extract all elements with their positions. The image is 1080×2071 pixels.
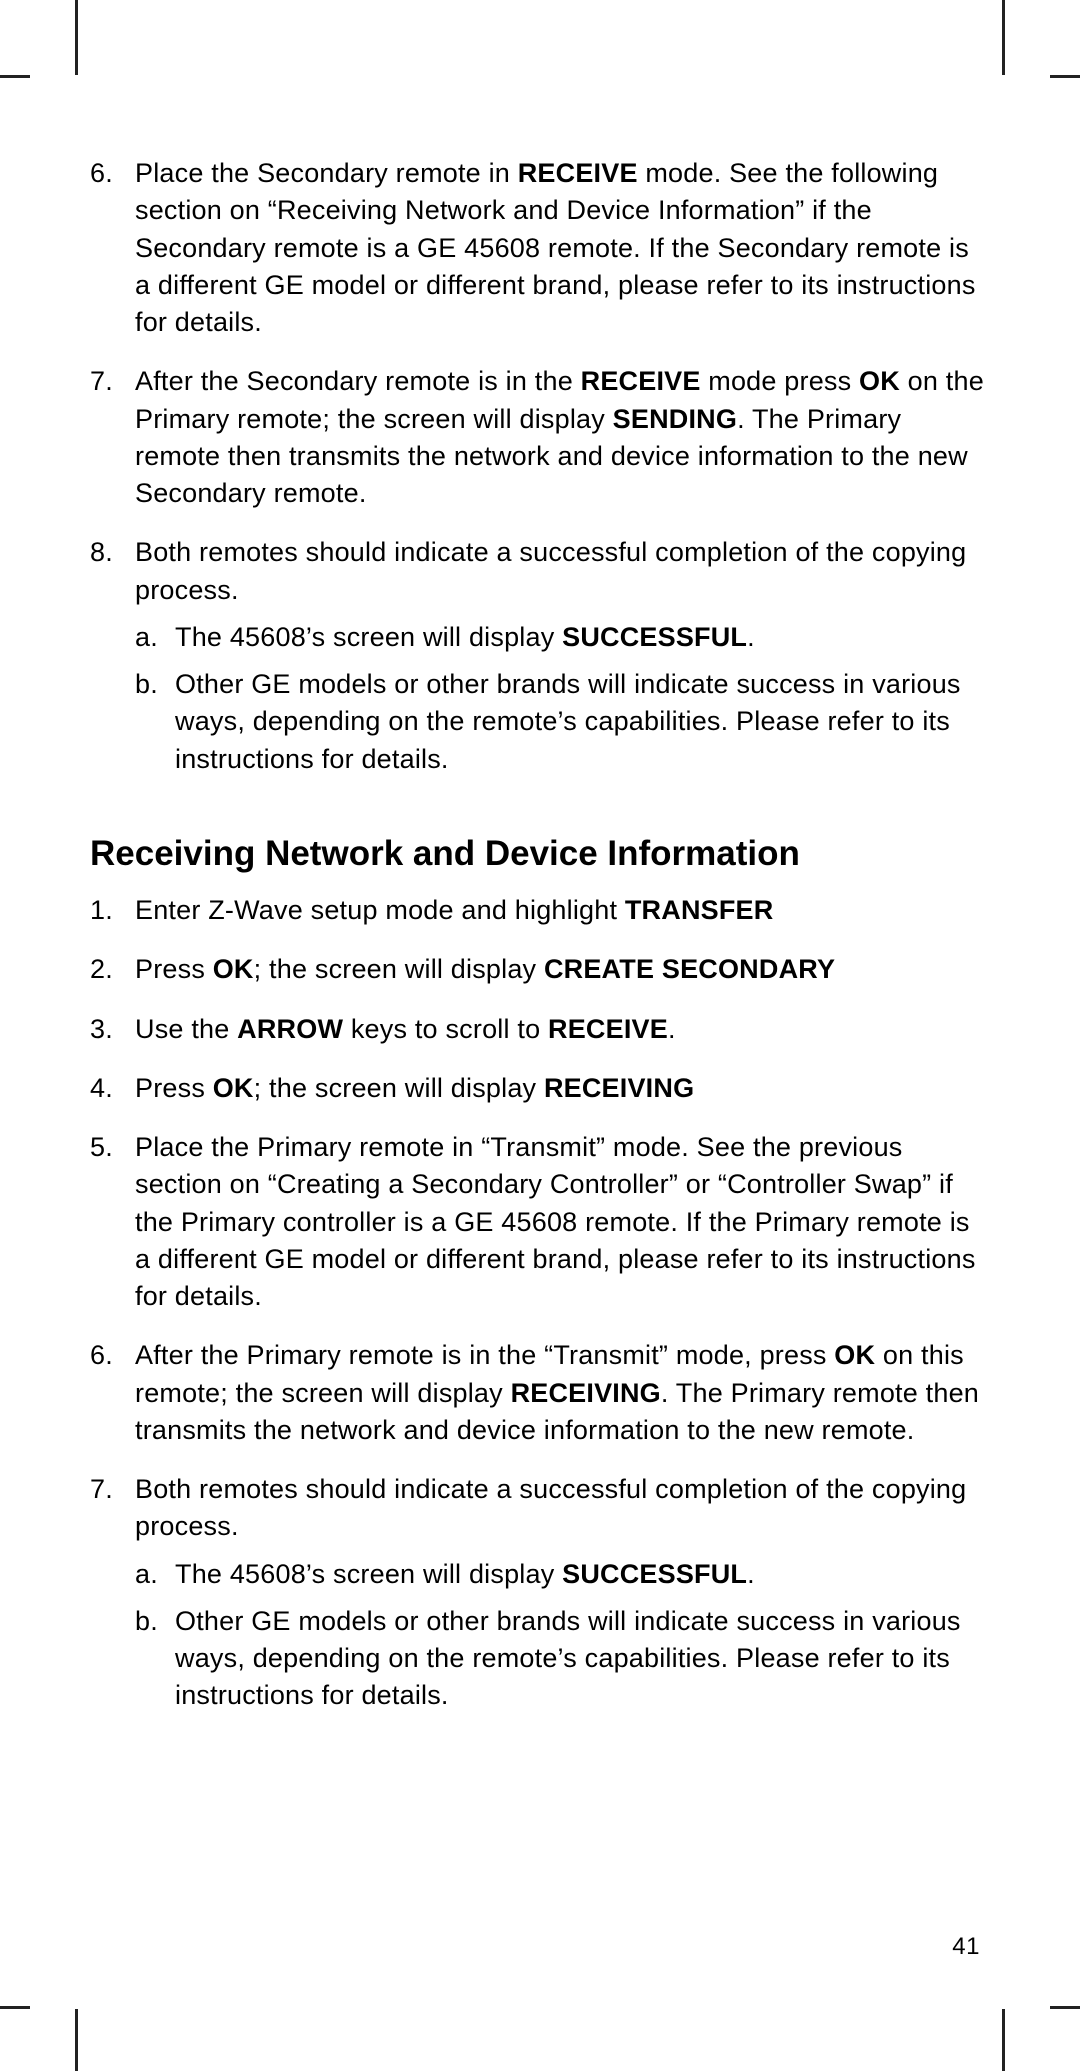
crop-mark [0,2006,30,2009]
list-body: After the Primary remote is in the “Tran… [135,1337,990,1449]
list-item: 7.After the Secondary remote is in the R… [90,363,990,512]
list-body: Place the Secondary remote in RECEIVE mo… [135,155,990,341]
crop-mark [1002,0,1005,75]
bold-text: RECEIVE [518,158,638,188]
crop-mark [0,75,30,78]
sub-list-item: b.Other GE models or other brands will i… [135,1603,990,1715]
list-number: 6. [90,1337,135,1449]
list-body: Press OK; the screen will display RECEIV… [135,1070,990,1107]
body-text: The 45608’s screen will display [175,1559,562,1589]
list-item: 5.Place the Primary remote in “Transmit”… [90,1129,990,1315]
body-text: . [747,1559,755,1589]
bold-text: RECEIVING [544,1073,694,1103]
body-text: Press [135,954,213,984]
sub-list-item: a.The 45608’s screen will display SUCCES… [135,619,990,656]
body-text: Both remotes should indicate a successfu… [135,537,966,604]
list-body: Press OK; the screen will display CREATE… [135,951,990,988]
sub-list-number: b. [135,666,175,778]
crop-mark [75,0,78,75]
list-item: 6.After the Primary remote is in the “Tr… [90,1337,990,1449]
list-item: 2.Press OK; the screen will display CREA… [90,951,990,988]
bold-text: OK [859,366,900,396]
body-text: . [747,622,755,652]
body-text: Place the Primary remote in “Transmit” m… [135,1132,976,1311]
crop-mark [75,2009,78,2071]
ordered-list-top: 6.Place the Secondary remote in RECEIVE … [90,155,990,788]
page-number: 41 [952,1933,980,1961]
list-item: 6.Place the Secondary remote in RECEIVE … [90,155,990,341]
crop-mark [1050,2006,1080,2009]
body-text: Press [135,1073,213,1103]
sub-list: a.The 45608’s screen will display SUCCES… [135,1556,990,1715]
sub-list-body: The 45608’s screen will display SUCCESSF… [175,619,990,656]
bold-text: SUCCESSFUL [562,622,747,652]
bold-text: OK [834,1340,875,1370]
page-content: 6.Place the Secondary remote in RECEIVE … [90,155,990,1747]
list-body: Use the ARROW keys to scroll to RECEIVE. [135,1011,990,1048]
body-text: Place the Secondary remote in [135,158,518,188]
sub-list-body: The 45608’s screen will display SUCCESSF… [175,1556,990,1593]
sub-list-item: a.The 45608’s screen will display SUCCES… [135,1556,990,1593]
bold-text: RECEIVE [548,1014,668,1044]
bold-text: OK [213,1073,254,1103]
body-text: After the Primary remote is in the “Tran… [135,1340,834,1370]
list-body: Enter Z-Wave setup mode and highlight TR… [135,892,990,929]
list-item: 3.Use the ARROW keys to scroll to RECEIV… [90,1011,990,1048]
body-text: Use the [135,1014,237,1044]
bold-text: SUCCESSFUL [562,1559,747,1589]
body-text: The 45608’s screen will display [175,622,562,652]
body-text: ; the screen will display [254,954,544,984]
section-heading: Receiving Network and Device Information [90,830,990,878]
list-number: 8. [90,534,135,788]
sub-list-number: a. [135,619,175,656]
list-item: 4.Press OK; the screen will display RECE… [90,1070,990,1107]
ordered-list-bottom: 1.Enter Z-Wave setup mode and highlight … [90,892,990,1725]
list-item: 7.Both remotes should indicate a success… [90,1471,990,1725]
body-text: Other GE models or other brands will ind… [175,669,961,774]
bold-text: RECEIVE [581,366,701,396]
list-number: 1. [90,892,135,929]
document-page: 6.Place the Secondary remote in RECEIVE … [0,0,1080,2071]
bold-text: OK [213,954,254,984]
body-text: ; the screen will display [254,1073,544,1103]
list-item: 1.Enter Z-Wave setup mode and highlight … [90,892,990,929]
bold-text: ARROW [237,1014,343,1044]
sub-list-item: b.Other GE models or other brands will i… [135,666,990,778]
body-text: mode press [701,366,859,396]
sub-list: a.The 45608’s screen will display SUCCES… [135,619,990,778]
sub-list-number: a. [135,1556,175,1593]
list-number: 6. [90,155,135,341]
list-body: Place the Primary remote in “Transmit” m… [135,1129,990,1315]
crop-mark [1002,2009,1005,2071]
bold-text: TRANSFER [625,895,774,925]
list-body: Both remotes should indicate a successfu… [135,1471,990,1725]
list-number: 5. [90,1129,135,1315]
body-text: After the Secondary remote is in the [135,366,581,396]
body-text: Both remotes should indicate a successfu… [135,1474,966,1541]
list-body: Both remotes should indicate a successfu… [135,534,990,788]
sub-list-number: b. [135,1603,175,1715]
list-number: 3. [90,1011,135,1048]
bold-text: CREATE SECONDARY [544,954,835,984]
list-body: After the Secondary remote is in the REC… [135,363,990,512]
crop-mark [1050,75,1080,78]
body-text: Other GE models or other brands will ind… [175,1606,961,1711]
body-text: . [668,1014,676,1044]
bold-text: SENDING [613,404,737,434]
list-number: 2. [90,951,135,988]
body-text: keys to scroll to [343,1014,548,1044]
list-number: 4. [90,1070,135,1107]
sub-list-body: Other GE models or other brands will ind… [175,666,990,778]
body-text: Enter Z-Wave setup mode and highlight [135,895,625,925]
list-number: 7. [90,1471,135,1725]
bold-text: RECEIVING [511,1378,661,1408]
list-item: 8.Both remotes should indicate a success… [90,534,990,788]
list-number: 7. [90,363,135,512]
sub-list-body: Other GE models or other brands will ind… [175,1603,990,1715]
